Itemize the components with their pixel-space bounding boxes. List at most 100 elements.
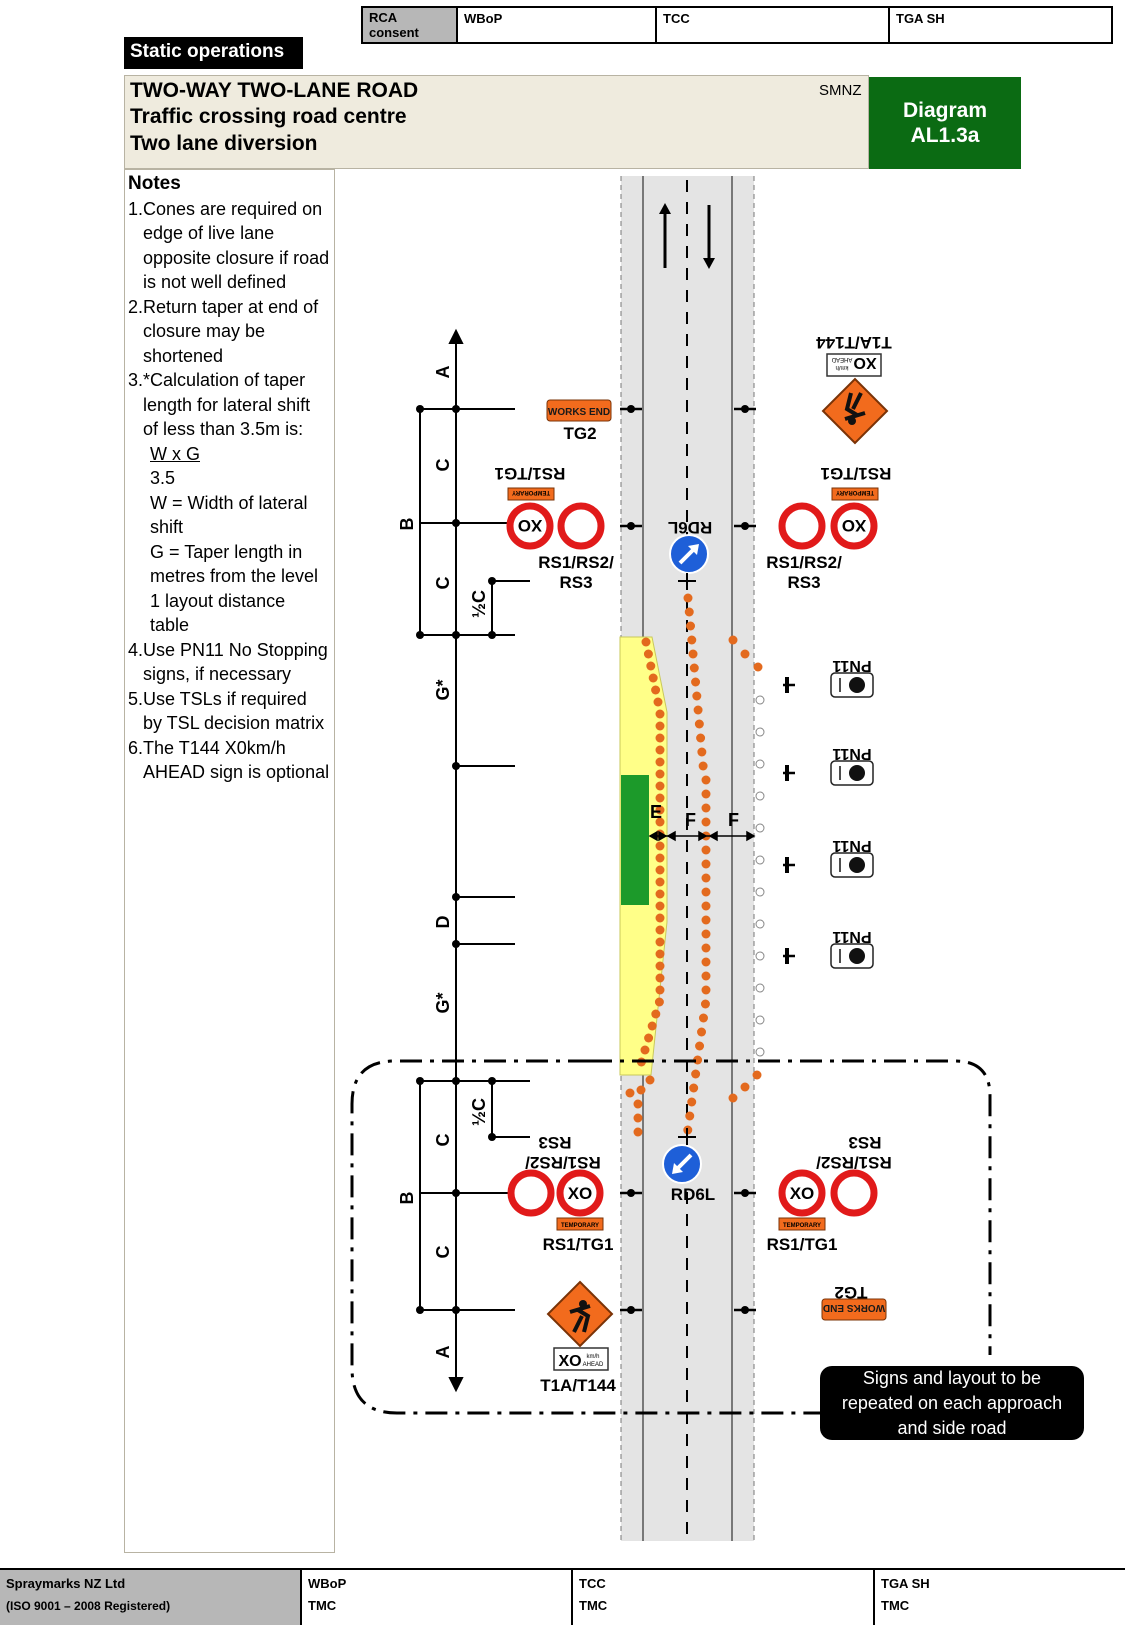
traffic-cone: [651, 1009, 661, 1019]
traffic-cone: [701, 901, 711, 911]
rca-consent-table: RCA consent WBoP TCC TGA SH: [361, 6, 1113, 44]
traffic-cone: [701, 971, 711, 981]
rs1-rs2-label-top-right-1: RS1/RS2/: [766, 553, 842, 572]
traffic-cone: [701, 915, 711, 925]
footer-cell-tcc-bottom: TMC: [579, 1598, 608, 1613]
traffic-cone: [701, 845, 711, 855]
title-box: TWO-WAY TWO-LANE ROAD Traffic crossing r…: [124, 75, 869, 169]
delineator-group: [755, 695, 765, 1057]
dim-label-f-1: F: [685, 810, 696, 830]
delineator-post: [755, 855, 765, 865]
note-item: 3. *Calculation of taper length for latera…: [128, 368, 331, 442]
speed-sign-bottom-right: XO: [778, 1169, 826, 1217]
traffic-cone: [728, 1093, 738, 1103]
keep-left-stand-bottom: [678, 1128, 696, 1145]
offset-labels: E F F: [650, 802, 739, 830]
rs1-rs2-label-top-left-2: RS3: [559, 573, 592, 592]
pn11-label: PN11: [832, 928, 871, 945]
t144-xo-bottom: XO: [558, 1353, 581, 1370]
pn11-label: PN11: [832, 837, 871, 854]
dim-label-b-bottom: B: [397, 1192, 417, 1205]
dim-label-c-3: C: [433, 1134, 453, 1147]
traffic-cone: [654, 997, 664, 1007]
t1a-t144-label-bottom: T1A/T144: [540, 1376, 616, 1395]
footer-company: Spraymarks NZ Ltd (ISO 9001 – 2008 Regis…: [0, 1570, 302, 1625]
traffic-cone: [701, 957, 711, 967]
speed-xo-bottom-right: XO: [790, 1184, 815, 1203]
restriction-sign-bottom-left: [507, 1169, 555, 1217]
keep-left-stand-top: [678, 573, 696, 590]
speed-sign-top-left: XO: [506, 502, 554, 550]
rs1-tg1-label-top-left: RS1/TG1: [495, 464, 566, 483]
pn11-sign: PN11: [783, 928, 874, 969]
dim-label-c-4: C: [433, 1246, 453, 1259]
direction-arrow-up: [659, 203, 671, 268]
diagram-id-box: Diagram AL1.3a: [869, 77, 1021, 169]
work-area-green-zone: [621, 775, 649, 905]
dim-label-half-c-top: ½C: [469, 590, 489, 618]
traffic-cone: [633, 1113, 643, 1123]
speed-sign-top-right: XO: [830, 502, 878, 550]
diagram-number: AL1.3a: [910, 124, 980, 147]
note-line: Cones are required on: [143, 198, 323, 219]
traffic-cone: [653, 697, 663, 707]
delineator-post: [755, 1047, 765, 1057]
repeat-note-line-2: repeated on each approach: [841, 1392, 1063, 1413]
traffic-cone: [686, 621, 696, 631]
traffic-cone: [684, 607, 694, 617]
dim-label-g-star-1: G*: [433, 679, 453, 700]
traffic-cone: [693, 705, 703, 715]
delineator-post: [755, 887, 765, 897]
works-end-text-bottom: WORKS END: [823, 1302, 885, 1313]
sign-stand: [734, 405, 756, 413]
formula-definition: shift: [150, 517, 184, 537]
traffic-cone: [688, 649, 698, 659]
formula-definition: W = Width of lateral: [150, 492, 308, 513]
temporary-plate-bottom-right: TEMPORARY: [778, 1217, 826, 1231]
notes-heading: Notes: [128, 173, 181, 194]
restriction-sign-bottom-right: [830, 1169, 878, 1217]
note-item: 2. Return taper at end of closure may be sh…: [128, 295, 331, 369]
dim-label-g-star-2: G*: [433, 992, 453, 1013]
temporary-plate-bottom-left: TEMPORARY: [556, 1217, 604, 1231]
t144-ahead-bottom: AHEAD: [583, 1362, 604, 1368]
traffic-cone: [697, 747, 707, 757]
restriction-sign-top-right: [778, 502, 826, 550]
traffic-cone: [695, 1041, 705, 1051]
note-number: 4.: [128, 639, 144, 660]
dimension-nodes: [416, 405, 496, 1314]
traffic-cone: [655, 805, 665, 815]
delineator-post: [755, 695, 765, 705]
note-line: AHEAD sign is optional: [143, 762, 330, 782]
note-text: Return taper at end of closure may be shor…: [143, 295, 318, 369]
traffic-cone: [701, 803, 711, 813]
traffic-cone: [728, 635, 738, 645]
rs3-label-bottom-right: RS3: [848, 1133, 881, 1152]
temporary-text-bottom-left: TEMPORARY: [561, 1223, 599, 1229]
restriction-sign-top-left: [557, 502, 605, 550]
delineator-post: [755, 919, 765, 929]
traffic-cone: [651, 685, 661, 695]
traffic-cone: [625, 1088, 635, 1098]
sign-stand: [620, 1306, 642, 1314]
works-end-sign-bottom: WORKS END: [821, 1298, 887, 1321]
dimension-labels: A C B C ½C G* D G* ½C C B C A: [397, 366, 489, 1359]
company-iso: (ISO 9001 – 2008 Registered): [6, 1599, 171, 1613]
note-item: 6. The T144 X0km/h AHEAD sign is optional: [128, 736, 331, 785]
temporary-text-top-left: TEMPORARY: [512, 489, 550, 495]
consent-cell-tcc: TCC: [657, 8, 890, 42]
title-line-2: Traffic crossing road centre: [130, 105, 407, 128]
formula-denominator: 3.5: [150, 468, 176, 488]
dim-label-e: E: [650, 802, 662, 822]
traffic-cone: [685, 1111, 695, 1121]
note-line: by TSL decision matrix: [143, 713, 325, 733]
traffic-cone: [655, 853, 665, 863]
rs1-tg1-label-bottom-right: RS1/TG1: [767, 1235, 838, 1254]
traffic-cone: [655, 733, 665, 743]
pn11-sign: PN11: [783, 745, 874, 786]
roadworks-sign-top-right: [821, 377, 889, 445]
footer-cell-tga-bottom: TMC: [881, 1598, 910, 1613]
delineator-post: [755, 1015, 765, 1025]
note-text: *Calculation of taper length for lateral …: [143, 368, 310, 442]
tg2-label-bottom: TG2: [834, 1283, 867, 1302]
